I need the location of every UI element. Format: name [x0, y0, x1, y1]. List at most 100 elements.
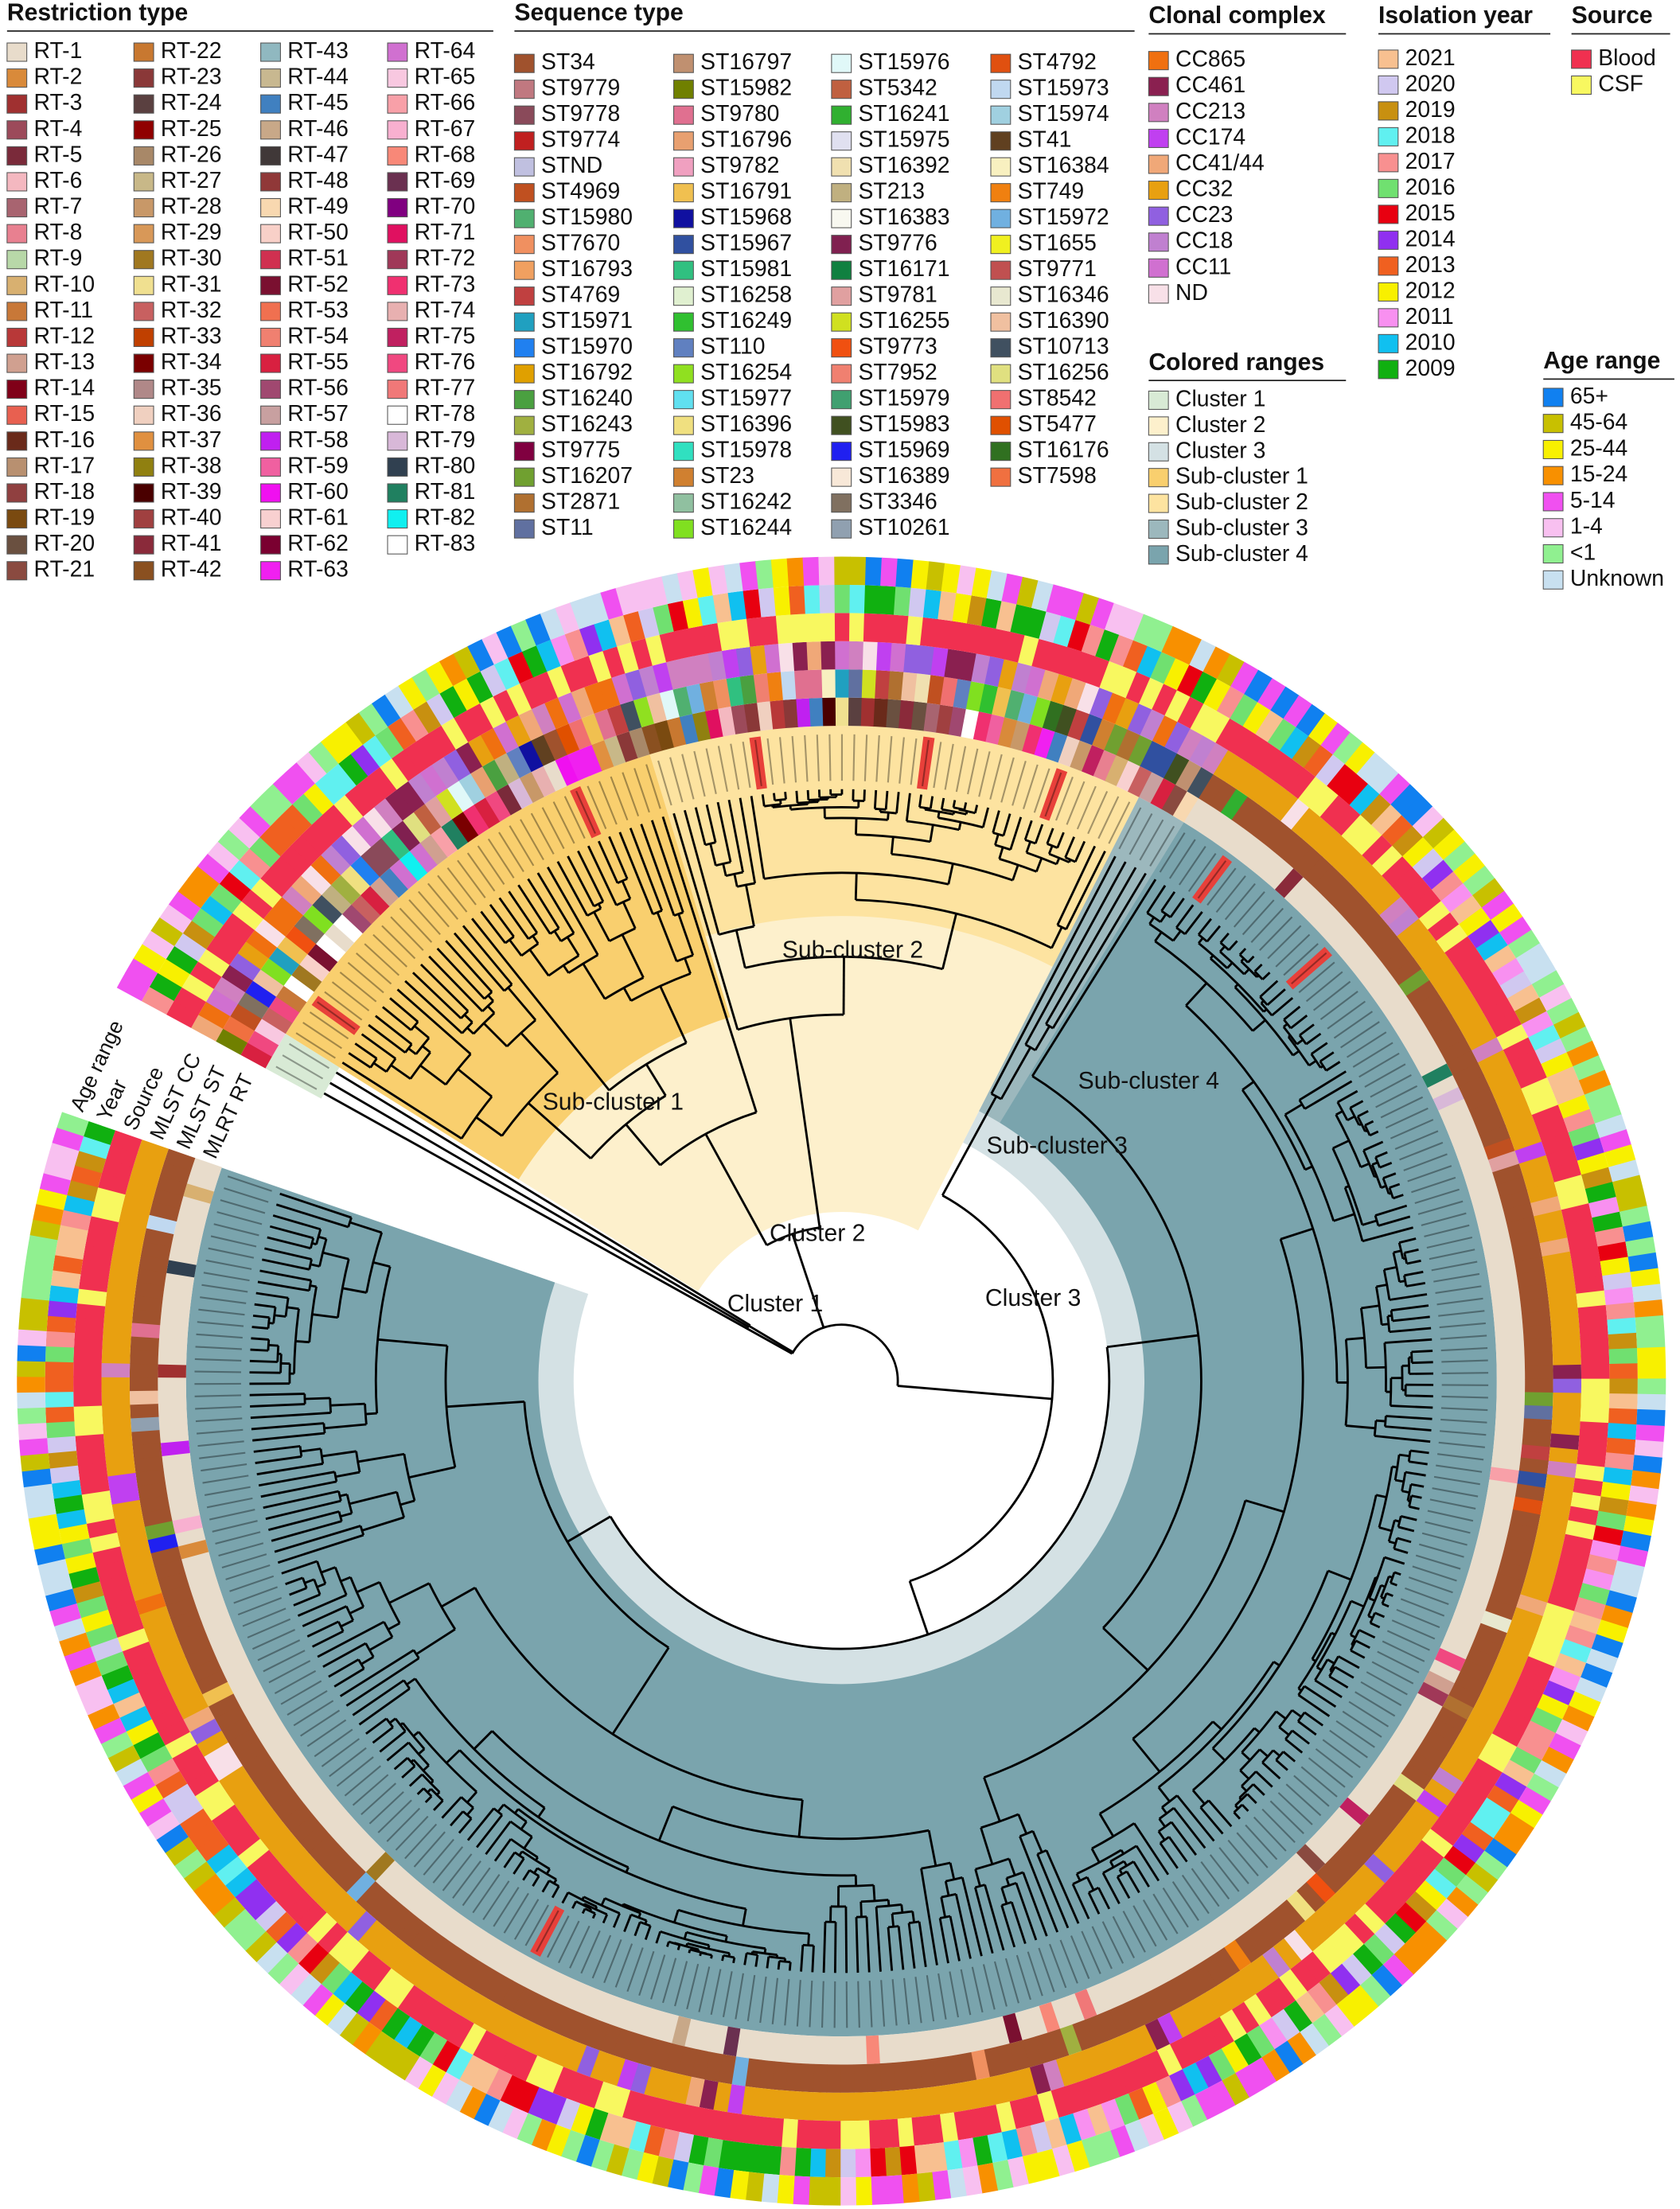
- annotation-cell: [64, 1646, 96, 1672]
- leaf-label-band: [201, 1463, 248, 1472]
- annotation-cell: [46, 1420, 76, 1439]
- annotation-cell: [1493, 1825, 1526, 1856]
- tree-branch: [1287, 1036, 1311, 1066]
- tree-branch: [1296, 1038, 1304, 1046]
- annotation-cell: [357, 1919, 388, 1951]
- annotation-cell: [111, 1499, 142, 1519]
- annotation-cell: [1190, 672, 1218, 704]
- tree-branch: [1157, 1786, 1171, 1802]
- annotation-cell: [265, 1911, 297, 1942]
- legend-swatch: [387, 197, 408, 218]
- tree-branch: [1401, 1490, 1410, 1494]
- legend-label: Cluster 3: [1175, 438, 1265, 463]
- annotation-cell: [780, 671, 797, 700]
- annotation-cell: [1499, 916, 1532, 946]
- annotation-cell: [461, 1991, 489, 2024]
- tree-branch: [377, 1338, 448, 1347]
- legend-swatch: [672, 390, 694, 410]
- leaf-label-band: [880, 1980, 886, 2027]
- legend-label: ST9776: [859, 231, 937, 256]
- leaf-label-band: [1440, 1407, 1488, 1412]
- leaf-label-band: [1049, 1943, 1067, 1989]
- tree-branch: [1160, 913, 1167, 923]
- annotation-cell: [1143, 2050, 1170, 2082]
- leaf-label-band: [321, 1738, 361, 1767]
- annotation-cell: [370, 876, 400, 907]
- annotation-cell: [234, 1919, 267, 1951]
- legend-swatch: [513, 390, 535, 410]
- annotation-cell: [1636, 1330, 1666, 1349]
- leaf-label-band: [199, 1451, 246, 1459]
- annotation-cell: [1332, 845, 1362, 876]
- tree-branch: [1400, 1514, 1417, 1521]
- annotation-cell: [138, 1605, 171, 1629]
- cluster-label: Cluster 2: [770, 1220, 865, 1246]
- annotation-cell: [637, 2036, 660, 2067]
- tree-branch: [339, 1493, 348, 1498]
- annotation-cell: [321, 844, 352, 875]
- annotation-cell: [849, 613, 865, 642]
- tree-branch: [274, 1314, 286, 1318]
- annotation-cell: [1296, 703, 1326, 737]
- tree-branch: [513, 1857, 525, 1875]
- annotation-cell: [1483, 1137, 1515, 1161]
- annotation-cell: [1509, 1050, 1542, 1077]
- tree-branch: [1175, 904, 1195, 929]
- legend-label: ST9781: [859, 282, 937, 308]
- annotation-cell: [432, 2040, 461, 2073]
- tree-branch: [250, 1412, 331, 1420]
- leaf-label-band: [408, 899, 441, 936]
- legend-swatch: [831, 519, 852, 539]
- annotation-cell: [311, 814, 342, 846]
- leaf-label-band: [1436, 1464, 1483, 1473]
- leaf-label-band: [399, 907, 433, 943]
- annotation-cell: [1541, 1052, 1573, 1078]
- legend-swatch: [990, 208, 1012, 228]
- legend-label: ST4792: [1018, 49, 1097, 75]
- leaf-label-band: [1027, 1951, 1043, 1997]
- annotation-cell: [166, 945, 199, 975]
- annotation-cell: [381, 828, 411, 860]
- annotation-cell: [166, 1259, 197, 1278]
- annotation-cell: [493, 657, 520, 691]
- annotation-cell: [870, 2176, 888, 2205]
- annotation-cell: [156, 1823, 189, 1853]
- tree-branch: [621, 880, 632, 900]
- annotation-cell: [1000, 2129, 1023, 2160]
- legend-label: ST16254: [700, 360, 792, 385]
- annotation-cell: [1385, 1736, 1416, 1763]
- annotation-cell: [692, 567, 714, 598]
- annotation-cell: [393, 2016, 423, 2049]
- annotation-cell: [1108, 2004, 1133, 2036]
- legend-swatch: [672, 493, 694, 513]
- annotation-cell: [766, 2117, 784, 2147]
- tree-branch: [548, 1880, 559, 1888]
- annotation-cell: [867, 2091, 883, 2121]
- legends: Restriction typeRT-1RT-2RT-3RT-4RT-5RT-6…: [6, 0, 1674, 591]
- annotation-cell: [688, 2134, 709, 2166]
- legend-swatch: [1148, 545, 1169, 565]
- annotation-cell: [890, 2033, 906, 2063]
- annotation-cell: [840, 2176, 857, 2206]
- legend-swatch: [831, 415, 852, 435]
- annotation-cell: [1197, 1923, 1225, 1955]
- tree-branch: [1398, 1237, 1417, 1245]
- leaf-label-band: [437, 875, 468, 913]
- tree-branch: [1207, 1799, 1233, 1828]
- leaf-label-band: [477, 845, 505, 885]
- annotation-cell: [116, 972, 150, 1002]
- leaf-label-band: [681, 754, 695, 800]
- annotation-cell: [1253, 812, 1281, 844]
- legend-swatch: [990, 415, 1012, 435]
- legend-label: RT-48: [287, 168, 349, 193]
- annotation-cell: [922, 2086, 940, 2117]
- annotation-cell: [1483, 998, 1515, 1026]
- annotation-cell: [310, 855, 341, 886]
- tree-branch: [475, 1814, 504, 1849]
- annotation-cell: [34, 1543, 65, 1566]
- annotation-cell: [853, 2063, 868, 2093]
- tree-branch: [890, 836, 895, 855]
- annotation-cell: [498, 2011, 524, 2043]
- annotation-cell: [1394, 1943, 1425, 1975]
- tree-branch: [676, 1944, 681, 1950]
